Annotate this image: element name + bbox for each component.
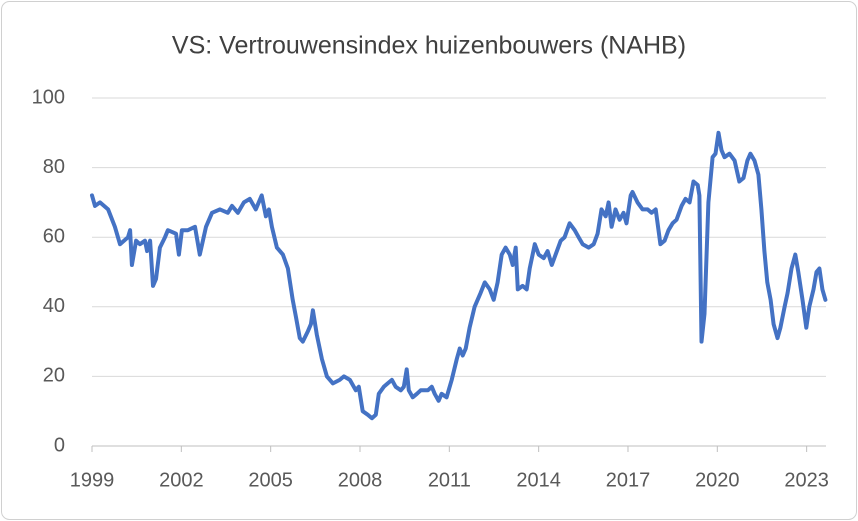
y-tick-label: 80 [43, 156, 65, 178]
x-tick-label: 1999 [70, 469, 115, 491]
y-tick-label: 20 [43, 365, 65, 387]
chart-title: VS: Vertrouwensindex huizenbouwers (NAHB… [172, 32, 686, 60]
x-tick-label: 2014 [516, 469, 561, 491]
line-series [90, 130, 828, 421]
x-tick-label: 2002 [159, 469, 204, 491]
x-tick-label: 2020 [695, 469, 740, 491]
y-tick-label: 100 [32, 86, 65, 108]
x-tick-label: 2005 [248, 469, 293, 491]
x-tick-label: 2008 [338, 469, 383, 491]
y-tick-label: 60 [43, 225, 65, 247]
x-tick-label: 2023 [784, 469, 829, 491]
x-tick-label: 2017 [606, 469, 651, 491]
y-tick-label: 0 [54, 434, 65, 456]
x-tick-label: 2011 [428, 469, 471, 491]
y-tick-label: 40 [43, 295, 65, 317]
